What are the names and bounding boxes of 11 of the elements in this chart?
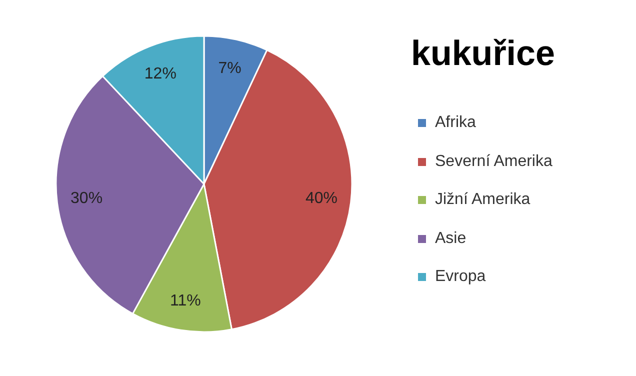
data-label: 11%: [170, 292, 201, 310]
chart-title: kukuřice: [411, 34, 555, 74]
legend-label: Severní Amerika: [435, 152, 552, 171]
data-label: 7%: [218, 60, 242, 77]
legend-label: Jižní Amerika: [435, 191, 530, 210]
legend-label: Evropa: [435, 268, 486, 286]
legend-label: Asie: [435, 230, 466, 248]
data-label: 30%: [70, 190, 103, 208]
data-label: 12%: [144, 65, 176, 82]
data-label: 40%: [305, 190, 338, 208]
legend-label: Afrika: [435, 114, 476, 132]
